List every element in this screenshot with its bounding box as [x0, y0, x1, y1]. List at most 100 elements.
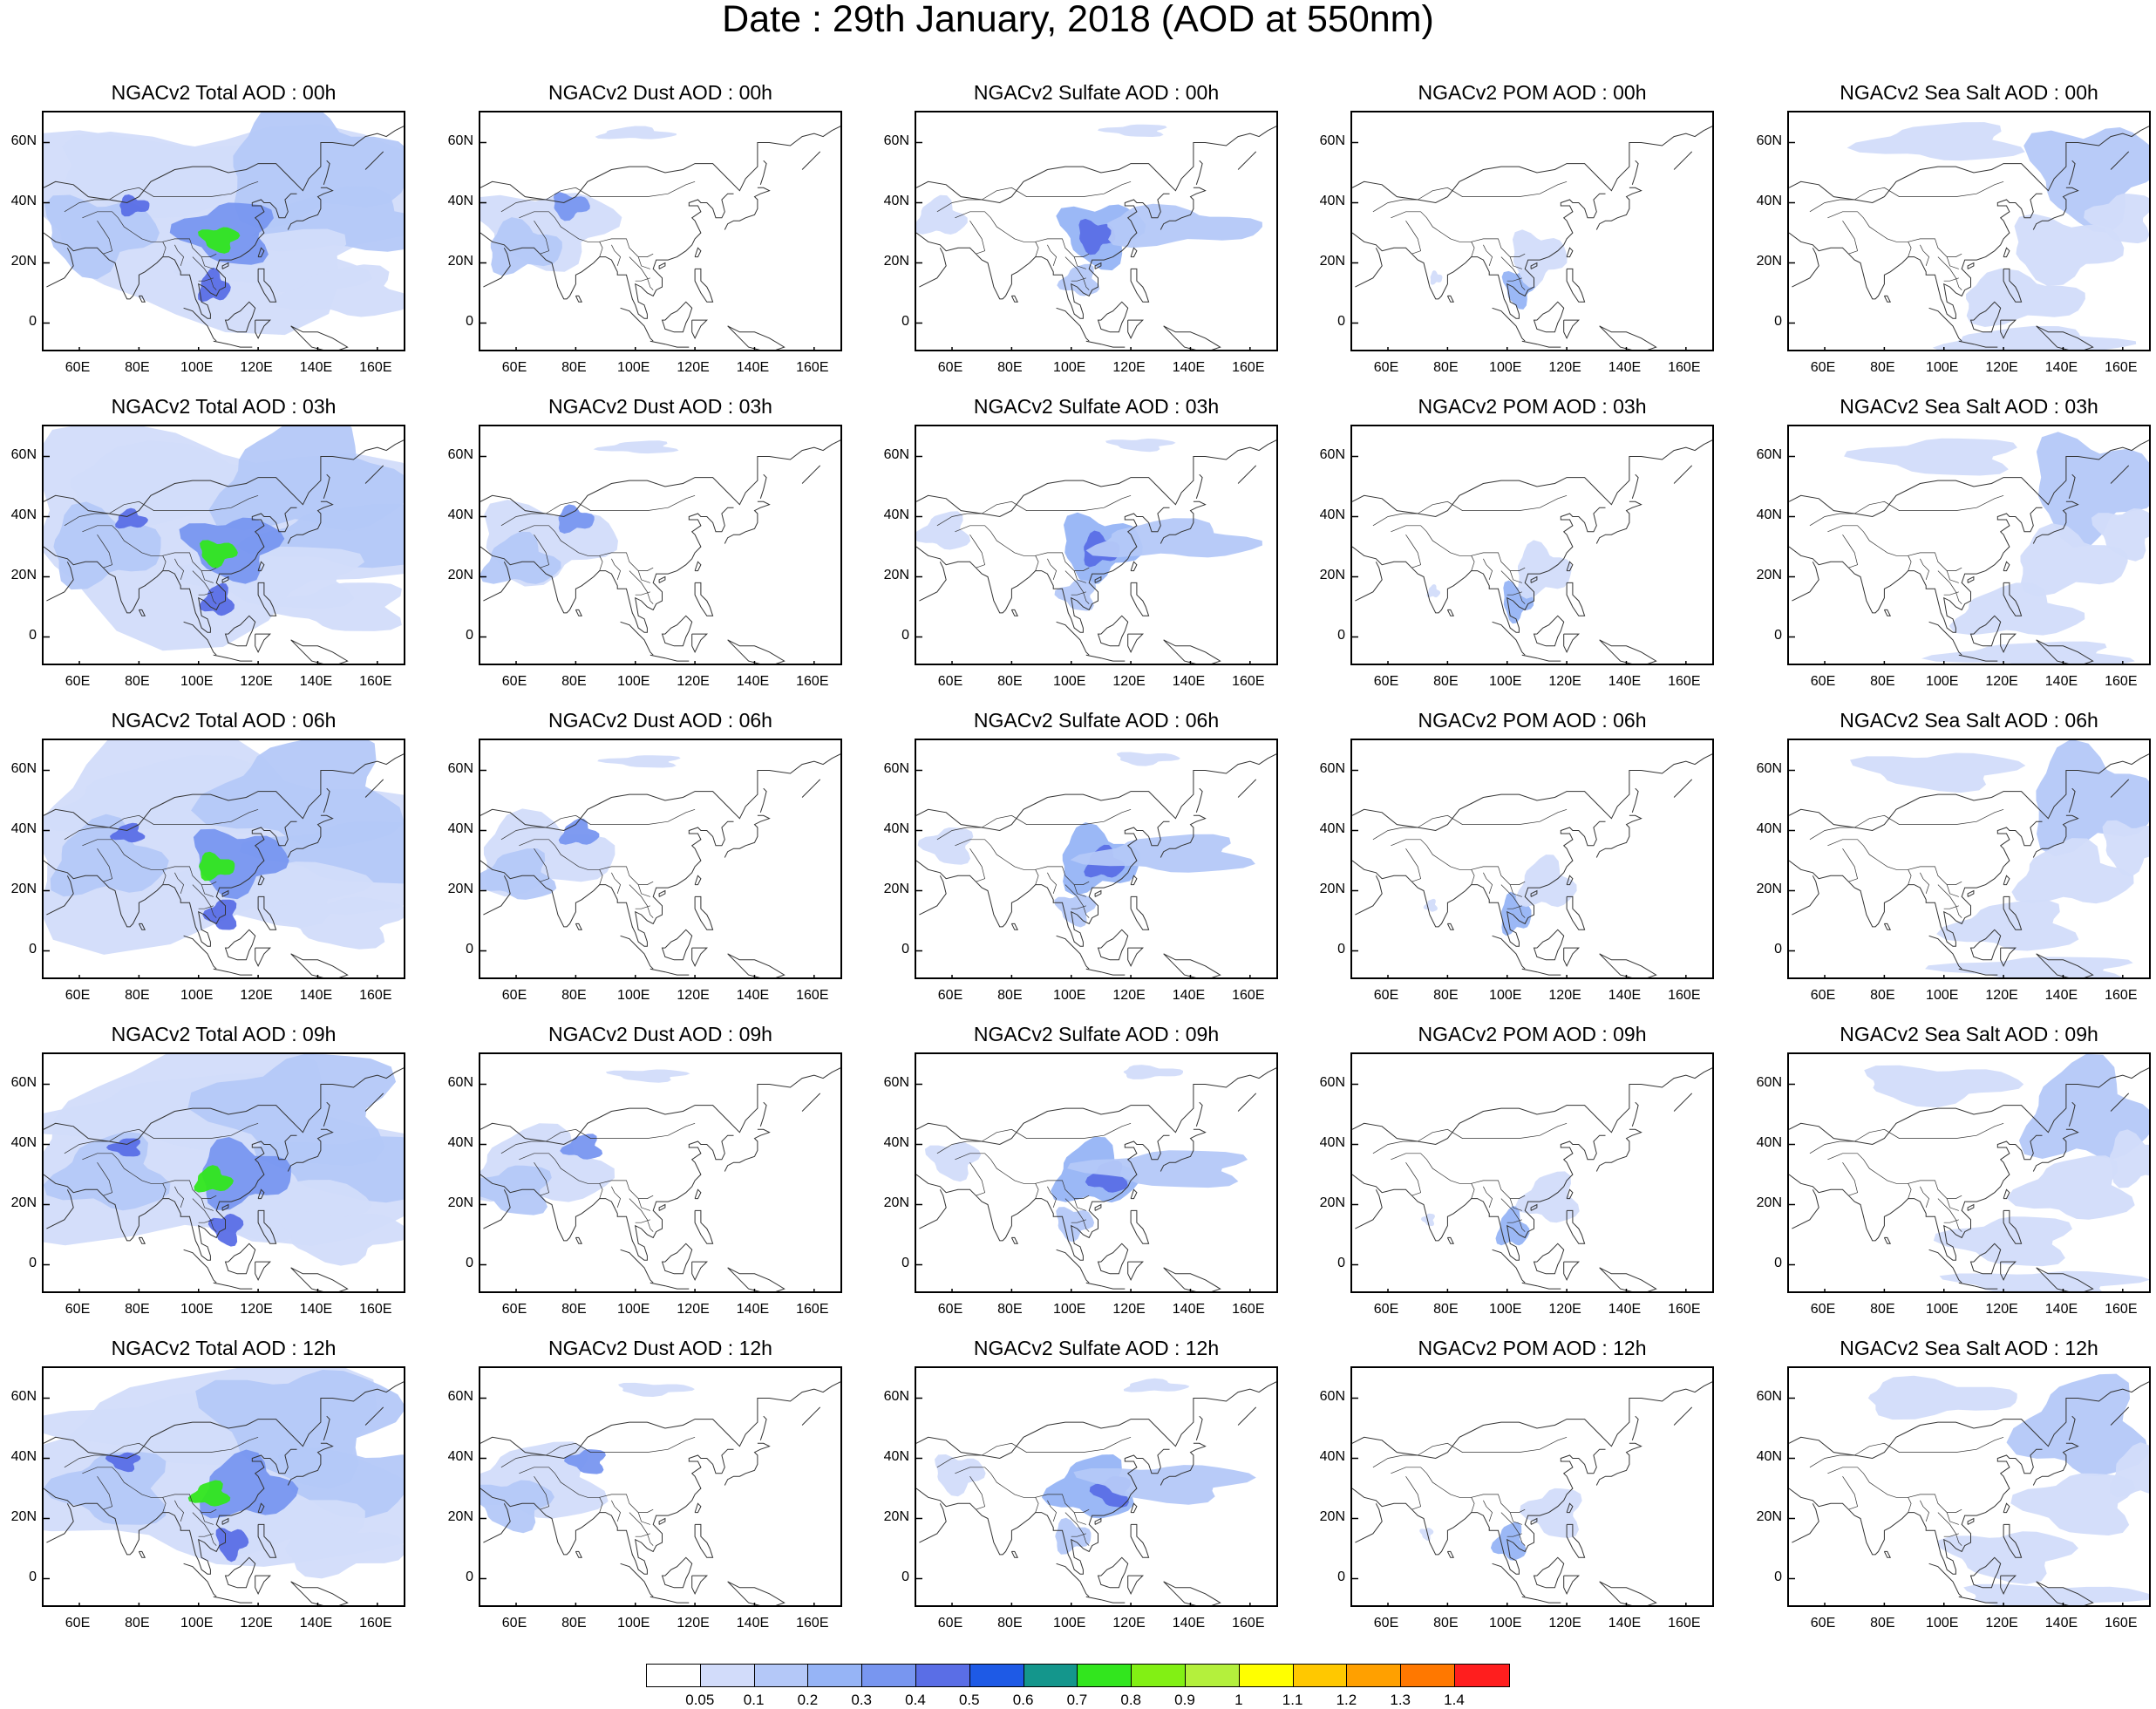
aod-plume — [1424, 899, 1438, 912]
country-border — [638, 1199, 650, 1211]
coastline — [1522, 655, 1561, 661]
coastline — [1564, 948, 1579, 966]
map-canvas — [480, 1368, 842, 1607]
lon-tick-label: 160E — [2099, 988, 2143, 1004]
lon-tick-label: 120E — [1980, 1302, 2023, 1317]
coastline — [1164, 1582, 1221, 1606]
panel-title: NGACv2 Dust AOD : 03h — [456, 395, 866, 418]
lon-tick-label: 100E — [612, 674, 656, 690]
lon-tick-label: 100E — [612, 988, 656, 1004]
coastline — [1128, 1262, 1143, 1280]
country-border — [1472, 1183, 1474, 1198]
lat-tick-label: 60N — [874, 133, 909, 149]
coastline — [1011, 1237, 1017, 1243]
lon-tick-label: 140E — [2039, 674, 2083, 690]
coastline — [1534, 616, 1564, 646]
colorbar-swatch — [1401, 1665, 1455, 1686]
country-border — [1827, 212, 1962, 257]
map-sulfate-aod — [915, 111, 1278, 351]
coastline — [1355, 875, 1382, 915]
country-border — [1908, 555, 1911, 570]
coastline — [184, 1249, 217, 1283]
lon-tick-label: 160E — [1663, 674, 1706, 690]
coastline — [916, 1066, 1278, 1145]
country-border — [1406, 1162, 1421, 1195]
lon-tick-label: 100E — [1484, 1616, 1527, 1631]
coastline — [663, 616, 692, 646]
map-canvas — [480, 1054, 842, 1293]
country-border — [1391, 526, 1525, 571]
map-canvas — [1352, 740, 1714, 979]
coastline — [1098, 302, 1128, 332]
coastline — [575, 923, 582, 929]
lon-tick-label: 100E — [1048, 674, 1092, 690]
coastline — [1929, 308, 1962, 341]
aod-plume — [279, 1211, 405, 1266]
panel-title: NGACv2 Sulfate AOD : 00h — [892, 81, 1302, 104]
coastline — [1493, 622, 1526, 655]
lon-tick-label: 120E — [235, 1616, 278, 1631]
coastline — [919, 248, 946, 287]
lon-tick-label: 160E — [791, 360, 834, 376]
colorbar-swatch — [1455, 1665, 1509, 1686]
country-border — [629, 1199, 653, 1232]
panel-title: NGACv2 Sulfate AOD : 06h — [892, 709, 1302, 732]
lon-tick-label: 60E — [928, 988, 972, 1004]
country-border — [600, 555, 602, 570]
lat-tick-label: 0 — [1747, 314, 1782, 330]
map-canvas — [916, 1054, 1278, 1293]
lat-tick-label: 20N — [2, 568, 37, 583]
coastline — [1567, 582, 1585, 616]
lat-tick-label: 40N — [1310, 507, 1345, 523]
coastline — [1086, 1283, 1126, 1289]
lon-tick-label: 140E — [1602, 1616, 1646, 1631]
coastline — [291, 1268, 348, 1292]
aod-plume — [1086, 518, 1262, 557]
coastline — [663, 302, 692, 332]
aod-plume — [1056, 1207, 1094, 1242]
lat-tick-label: 0 — [1310, 1569, 1345, 1585]
map-canvas — [916, 1368, 1278, 1607]
lon-tick-label: 160E — [791, 1302, 834, 1317]
lon-tick-label: 60E — [56, 360, 99, 376]
coastline — [802, 780, 820, 798]
map-canvas — [480, 740, 842, 979]
country-border — [1418, 1437, 1567, 1455]
lon-tick-label: 140E — [2039, 1616, 2083, 1631]
colorbar-label: 0.3 — [840, 1692, 883, 1709]
coastline — [291, 1582, 348, 1606]
coastline — [621, 622, 654, 655]
coastline — [1968, 263, 1974, 269]
lon-tick-label: 120E — [671, 1302, 715, 1317]
lon-tick-label: 160E — [2099, 360, 2143, 376]
lat-tick-label: 20N — [1747, 1509, 1782, 1525]
map-canvas — [44, 1368, 405, 1607]
lat-tick-label: 40N — [1310, 194, 1345, 209]
country-border — [1472, 242, 1474, 256]
colorbar-swatch — [970, 1665, 1024, 1686]
map-canvas — [916, 426, 1278, 665]
lat-tick-label: 60N — [1747, 133, 1782, 149]
country-border — [1391, 840, 1525, 885]
coastline — [139, 1551, 145, 1557]
lon-tick-label: 100E — [1048, 1302, 1092, 1317]
country-border — [970, 848, 985, 882]
coastline — [695, 896, 713, 929]
map-total-aod — [42, 739, 405, 979]
panel-title: NGACv2 Dust AOD : 09h — [456, 1023, 866, 1045]
colorbar-swatch — [701, 1665, 755, 1686]
lat-tick-label: 0 — [1747, 628, 1782, 643]
lat-tick-label: 60N — [1310, 761, 1345, 777]
map-canvas — [480, 112, 842, 351]
coastline — [1164, 326, 1221, 351]
coastline — [760, 788, 766, 813]
map-sulfate-aod — [915, 1366, 1278, 1607]
country-border — [1854, 181, 2003, 200]
country-border — [1418, 495, 1567, 514]
lon-tick-label: 160E — [1663, 1302, 1706, 1317]
coastline — [1086, 1597, 1126, 1603]
lon-tick-label: 80E — [988, 988, 1031, 1004]
coastline — [184, 936, 217, 969]
lon-tick-label: 160E — [1227, 988, 1270, 1004]
coastline — [1057, 308, 1090, 341]
